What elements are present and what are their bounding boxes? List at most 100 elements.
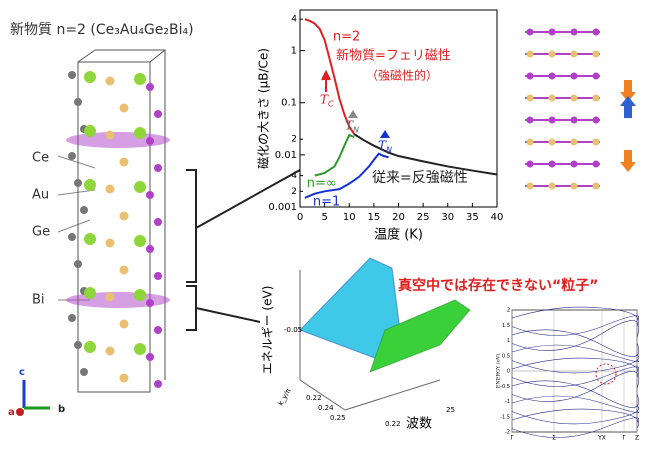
atom-ge bbox=[80, 368, 88, 376]
band bbox=[511, 380, 640, 408]
band bbox=[511, 329, 640, 357]
atom-ge bbox=[80, 206, 88, 214]
band-3d: エネルギー (eV) -0.05 0.22 0.24 0.25 k_y/π 波数 25 0.22 bbox=[261, 257, 471, 432]
atom-label: Ce bbox=[32, 151, 49, 166]
y-tick-label: 2 bbox=[291, 135, 297, 145]
atom bbox=[548, 182, 556, 190]
band bbox=[511, 306, 639, 327]
atom bbox=[526, 94, 534, 102]
transition-sub: N bbox=[353, 126, 359, 135]
atom-label: Bi bbox=[32, 293, 45, 308]
atom-au bbox=[105, 346, 115, 356]
atom-ce bbox=[84, 287, 96, 299]
atom bbox=[592, 72, 600, 80]
atom-ce bbox=[84, 341, 96, 353]
y-tick-label: 0.1 bbox=[281, 98, 297, 109]
marker bbox=[348, 110, 358, 118]
surface bbox=[369, 299, 471, 373]
atom bbox=[592, 28, 600, 36]
atom-ce bbox=[134, 289, 146, 301]
atom bbox=[548, 94, 556, 102]
atom-ge bbox=[74, 98, 82, 106]
atom-ge bbox=[74, 260, 82, 268]
atom-bi bbox=[154, 272, 162, 280]
atom bbox=[592, 160, 600, 168]
series-name: n=∞ bbox=[307, 176, 337, 191]
x-tick-label: 15 bbox=[368, 212, 381, 223]
atom-ce bbox=[134, 127, 146, 139]
tick-label: 2 bbox=[507, 308, 510, 314]
x-tick-label: 35 bbox=[466, 212, 479, 223]
cell-edge bbox=[77, 49, 166, 393]
band bbox=[511, 395, 639, 414]
k-label: Σ bbox=[552, 435, 556, 442]
arrow bbox=[321, 69, 331, 92]
axis-letter: b bbox=[58, 404, 65, 415]
atom bbox=[570, 116, 578, 124]
k-label: Γ bbox=[622, 435, 626, 442]
atom-bi bbox=[146, 353, 154, 361]
atom-ge bbox=[68, 152, 76, 160]
spin-arrow bbox=[620, 96, 636, 118]
ylabel-3d: エネルギー (eV) bbox=[261, 286, 275, 375]
annotation: 従来=反強磁性 bbox=[372, 170, 468, 186]
atom bbox=[548, 116, 556, 124]
band bbox=[511, 315, 639, 336]
atom-bi bbox=[154, 164, 162, 172]
depth-label: 波数 bbox=[406, 417, 432, 432]
tick-label: 1 bbox=[507, 338, 510, 344]
atom bbox=[592, 182, 600, 190]
atom-au bbox=[105, 130, 115, 140]
atom bbox=[570, 50, 578, 58]
tick-3d: 0.25 bbox=[330, 414, 346, 422]
atom-bi bbox=[146, 245, 154, 253]
atom-label: Ge bbox=[32, 225, 50, 240]
atom-ce bbox=[134, 343, 146, 355]
x-tick-label: 5 bbox=[321, 212, 327, 223]
surface bbox=[299, 257, 401, 361]
caption: 真空中では存在できない“粒子” bbox=[398, 277, 598, 294]
spin-arrow bbox=[620, 80, 636, 102]
axes3d bbox=[299, 270, 441, 411]
brackets bbox=[57, 155, 301, 331]
transition-sub: N bbox=[386, 146, 392, 155]
atom bbox=[570, 160, 578, 168]
atom bbox=[548, 50, 556, 58]
k-label: YX bbox=[597, 435, 606, 442]
atom bbox=[526, 138, 534, 146]
spin-arrow bbox=[620, 150, 636, 172]
atom bbox=[570, 138, 578, 146]
band-plot: 2 1.5 1 0.5 0 -0.5 -1 -1.5 -2 ENERGY (eV) Γ Σ YX Γ Z bbox=[495, 306, 640, 442]
tick-label: -0.5 bbox=[500, 384, 510, 390]
series-line bbox=[304, 18, 356, 135]
band bbox=[511, 344, 639, 363]
atom bbox=[526, 72, 534, 80]
atom bbox=[570, 94, 578, 102]
series-name: n=1 bbox=[313, 194, 340, 209]
transition-symbol: T bbox=[378, 139, 387, 153]
magnetization-chart: 0 5 10 15 20 25 30 35 40 0.001 2 4 0.01 2 0.1 1 4 磁化の大きさ … bbox=[256, 9, 503, 243]
y-label: 磁化の大きさ (μB/Ce) bbox=[256, 48, 271, 169]
crystal-structure bbox=[66, 49, 170, 393]
highlight bbox=[595, 363, 617, 385]
band bbox=[511, 371, 640, 402]
atom-bi bbox=[146, 299, 154, 307]
atom-label: Au bbox=[32, 188, 49, 203]
axis-letter: c bbox=[19, 367, 25, 378]
atom-au bbox=[119, 319, 129, 329]
tick-label: -1.5 bbox=[500, 414, 510, 420]
atom bbox=[548, 138, 556, 146]
axis-triad bbox=[16, 380, 50, 416]
k-label: Z bbox=[635, 435, 639, 442]
ylabel: ENERGY (eV) bbox=[495, 354, 502, 389]
atom-ge bbox=[74, 341, 82, 349]
atom-bi bbox=[154, 326, 162, 334]
atom-ge bbox=[68, 314, 76, 322]
atom bbox=[570, 28, 578, 36]
series-line bbox=[353, 133, 498, 176]
atom bbox=[526, 182, 534, 190]
atom-ce bbox=[84, 233, 96, 245]
atom-au bbox=[119, 373, 129, 383]
atom-au bbox=[119, 265, 129, 275]
